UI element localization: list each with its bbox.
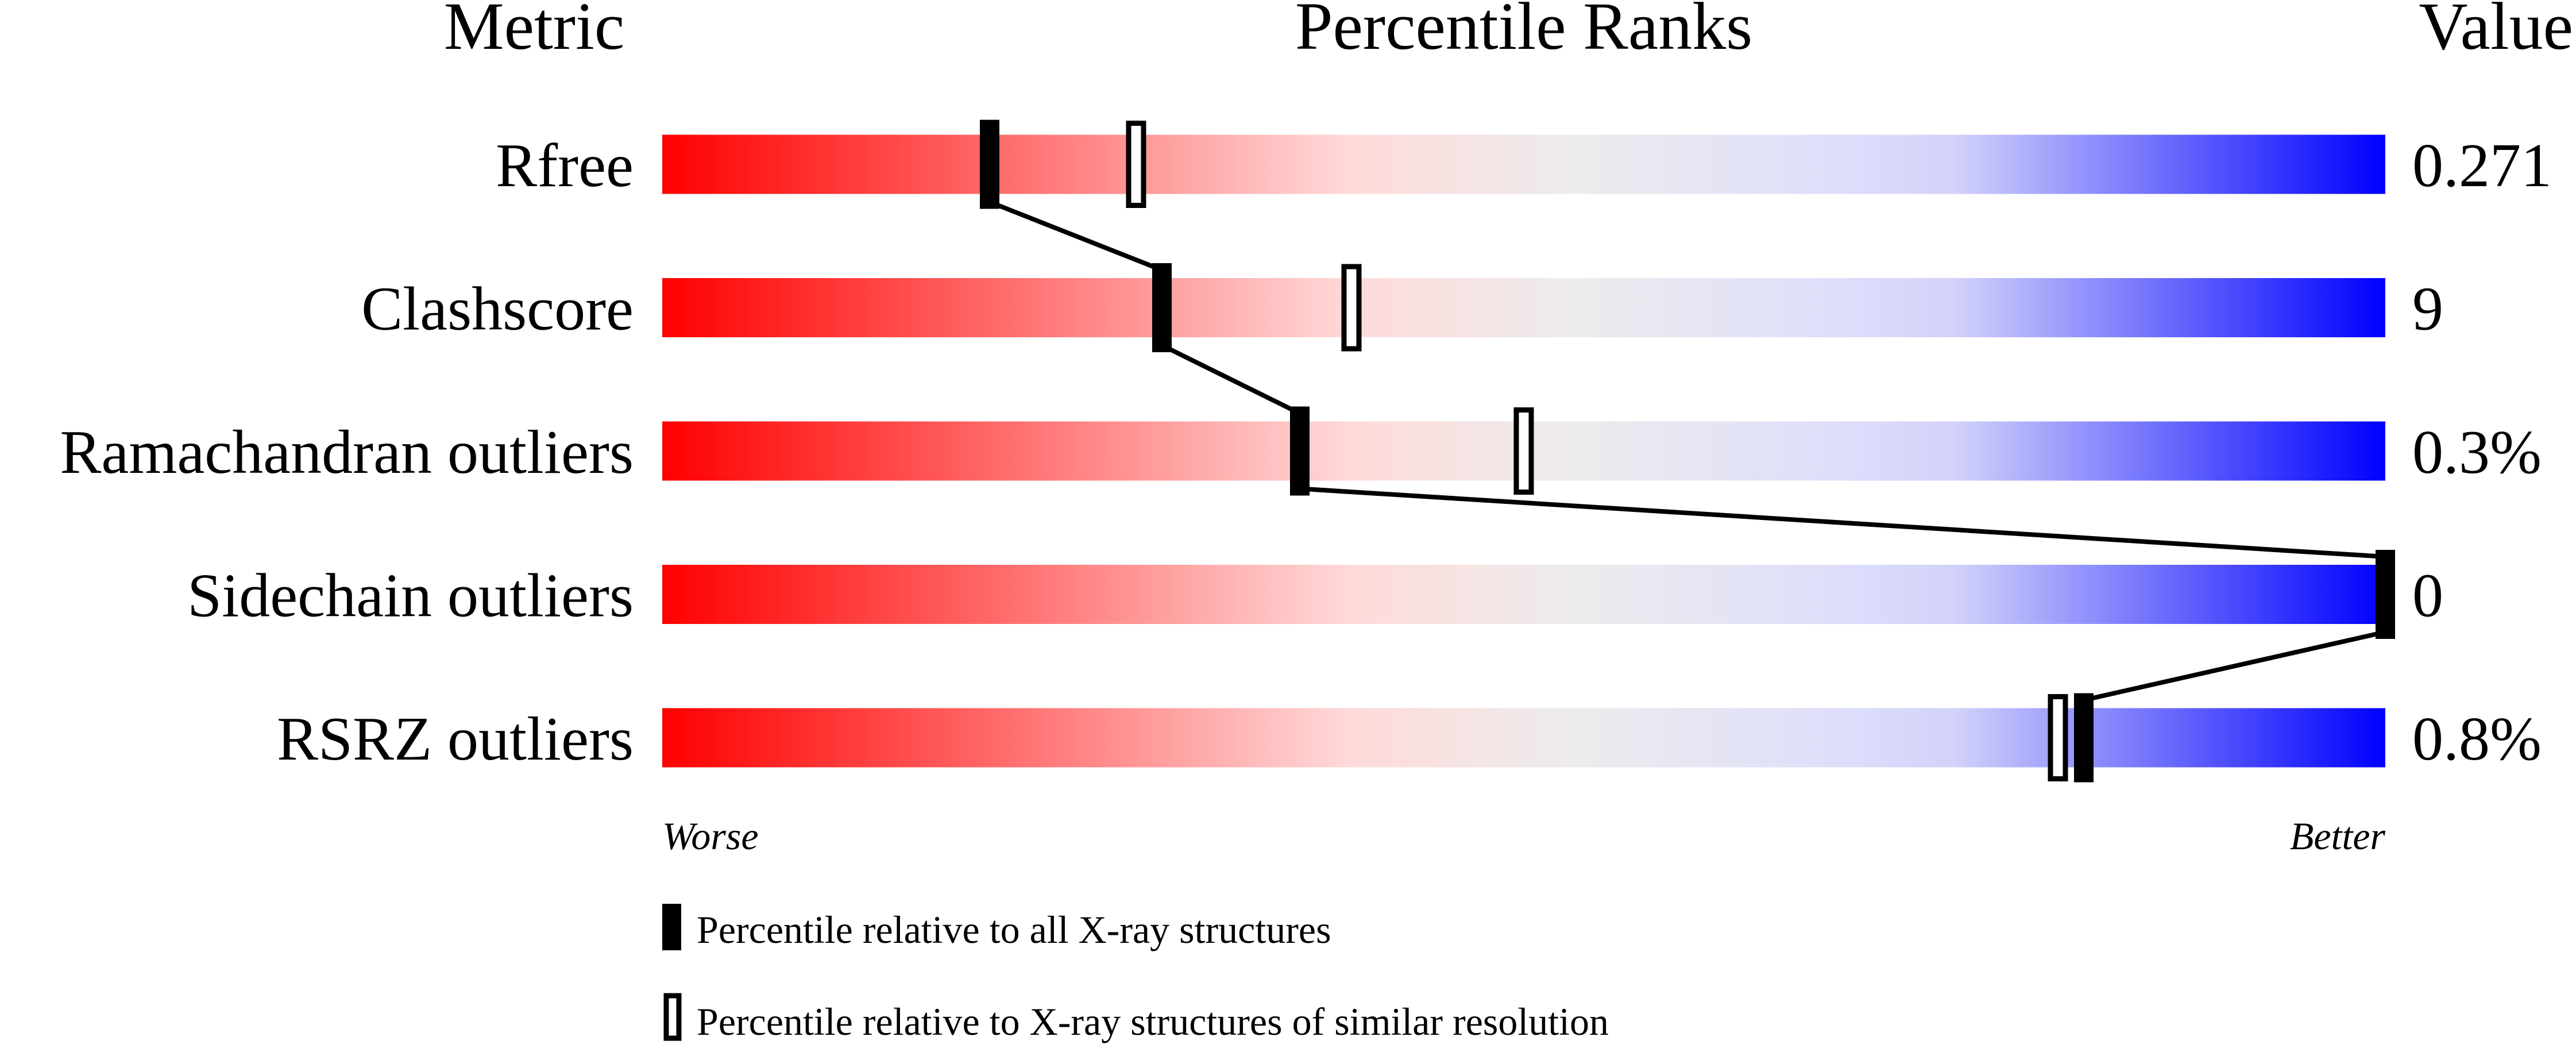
legend-open-marker-icon [663,993,682,1041]
similar-resolution-marker [1513,407,1534,495]
metric-value: 9 [2412,275,2443,344]
metric-label: RSRZ outliers [277,705,634,773]
better-label: Better [2290,814,2386,858]
all-structures-marker [2376,550,2395,639]
header-value: Value [2419,0,2573,64]
metric-value: 0 [2412,562,2443,630]
connector-line [1161,343,1301,416]
percentile-bar [662,278,2385,337]
legend-filled-label: Percentile relative to all X-ray structu… [697,908,1331,951]
all-structures-marker [980,120,999,209]
header-metric: Metric [444,0,625,64]
connector-line [1299,486,2386,559]
metric-value: 0.3% [2412,418,2542,487]
worse-label: Worse [662,814,759,858]
metric-label: Clashscore [361,275,634,344]
connector-line [988,199,1163,272]
percentile-bar [662,565,2385,624]
legend-open-label: Percentile relative to X-ray structures … [697,1000,1609,1043]
metric-label: Sidechain outliers [187,562,634,630]
percentile-bar [662,708,2385,768]
similar-resolution-marker [2048,694,2068,781]
all-structures-marker [1290,406,1310,496]
percentile-bar [662,134,2385,194]
metric-label: Rfree [496,132,634,200]
metric-value: 0.271 [2412,132,2552,200]
header-percentile-ranks: Percentile Ranks [1295,0,1752,64]
similar-resolution-marker [1341,264,1362,352]
legend-filled-marker-icon [662,904,681,950]
connector-line [2083,630,2386,703]
metric-label: Ramachandran outliers [60,418,634,487]
metric-value: 0.8% [2412,705,2542,773]
all-structures-marker [2074,693,2094,783]
similar-resolution-marker [1126,121,1146,208]
all-structures-marker [1152,263,1172,352]
